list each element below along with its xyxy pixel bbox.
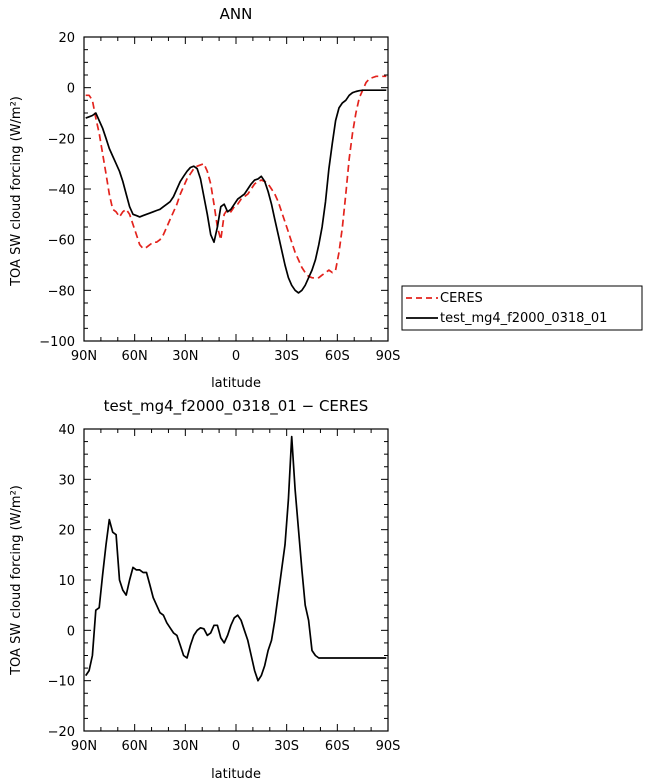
panel2-title: test_mg4_f2000_0318_01 − CERES [104,397,369,416]
y-tick-label: −20 [48,725,75,740]
x-tick-label: 60S [325,739,350,754]
panel-annual-mean: ANN 90N 60N 30N 0 30S 60S 90S −100 −80 −60 −40 −20 0… [9,5,400,391]
series-line-difference [84,435,387,682]
x-tick-label: 0 [232,349,240,364]
x-tick-label: 30N [172,739,198,754]
legend: CERES test_mg4_f2000_0318_01 [401,285,643,331]
y-tick-label: 0 [67,82,75,97]
x-tick-label: 90N [71,739,97,754]
panel2-x-axis-label: latitude [211,767,261,782]
series-line-ceres [85,75,387,280]
panel1-y-axis-label: TOA SW cloud forcing (W/m²) [9,96,24,287]
y-tick-label: 20 [58,31,75,46]
y-tick-label: 10 [58,574,75,589]
y-tick-label: −20 [48,132,75,147]
x-tick-label: 60N [122,739,148,754]
y-tick-label: −40 [48,183,75,198]
x-tick-label: 30N [172,349,198,364]
y-tick-label: −60 [48,234,75,249]
y-tick-label: 20 [58,524,75,539]
panel1-plot-frame [83,36,389,342]
x-tick-label: 90S [376,349,401,364]
y-tick-label: 40 [58,423,75,438]
x-tick-label: 30S [274,739,299,754]
x-tick-label: 60S [325,349,350,364]
x-tick-label: 30S [274,349,299,364]
x-tick-label: 90N [71,349,97,364]
y-tick-label: −10 [48,675,75,690]
panel2-y-axis-label: TOA SW cloud forcing (W/m²) [9,485,24,676]
panel1-title: ANN [220,5,253,23]
series-line-model [85,89,387,294]
x-tick-label: 90S [376,739,401,754]
y-tick-label: 30 [58,473,75,488]
y-tick-label: −100 [39,335,75,350]
y-tick-label: −80 [48,284,75,299]
legend-label-model: test_mg4_f2000_0318_01 [440,311,607,326]
y-tick-label: 0 [67,624,75,639]
x-tick-label: 0 [232,739,240,754]
legend-label-ceres: CERES [440,291,483,306]
legend-box [401,285,643,331]
panel1-x-axis-label: latitude [211,376,261,391]
x-tick-label: 60N [122,349,148,364]
panel-difference: test_mg4_f2000_0318_01 − CERES 90N 60N 30N… [9,397,400,782]
